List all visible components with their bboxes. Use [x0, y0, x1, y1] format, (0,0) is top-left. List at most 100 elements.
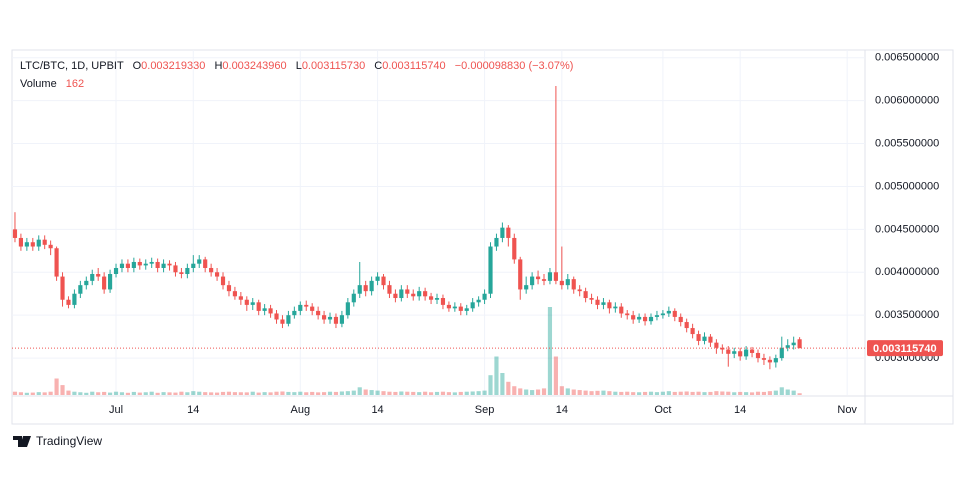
candle-body	[48, 244, 53, 249]
candle-body	[696, 334, 701, 341]
candle-body	[72, 293, 77, 305]
candle-body	[761, 358, 767, 360]
candle-body	[417, 291, 422, 297]
volume-bar	[660, 391, 665, 395]
volume-bar	[749, 392, 755, 395]
candle-body	[720, 347, 725, 350]
candle-body	[405, 289, 410, 294]
chart-frame	[11, 49, 954, 425]
l-value: 0.003115730	[302, 60, 365, 72]
candle-body	[411, 293, 416, 297]
volume-bar	[476, 391, 481, 395]
candle-body	[708, 336, 713, 343]
volume-bar	[488, 375, 493, 395]
candle-body	[66, 299, 71, 305]
candle-body	[672, 310, 677, 317]
symbol: LTC/BTC, 1D, UPBIT	[20, 60, 124, 72]
volume-bar	[179, 391, 184, 395]
volume-bar	[452, 392, 457, 395]
volume-bar	[773, 390, 778, 395]
volume-bar	[24, 392, 29, 395]
candle-body	[298, 304, 303, 311]
legend-line: LTC/BTC, 1D, UPBIT O0.003219330 H0.00324…	[20, 60, 573, 72]
volume-bar	[791, 390, 796, 395]
volume-bar	[226, 391, 232, 395]
volume-bar	[137, 392, 142, 395]
volume-bar	[250, 391, 255, 395]
candle-body	[535, 276, 541, 280]
candle-body	[310, 306, 315, 311]
volume-bar	[84, 392, 89, 395]
volume-bar	[405, 391, 410, 395]
candle-body	[565, 279, 570, 286]
y-tick-label: 0.004000000	[875, 266, 939, 278]
candle-body	[268, 308, 273, 314]
volume-bar	[298, 391, 303, 395]
volume-bar	[530, 390, 535, 395]
volume-bar	[666, 391, 671, 395]
volume-bar	[423, 391, 428, 395]
logo: TradingView	[13, 434, 102, 448]
candle-body	[214, 272, 220, 277]
volume-bar	[333, 391, 339, 395]
candle-body	[452, 306, 457, 309]
candle-body	[179, 272, 184, 274]
candle-body	[226, 285, 232, 292]
candle-body	[631, 315, 636, 320]
candle-body	[78, 285, 83, 294]
candle-body	[428, 296, 434, 300]
candle-body	[357, 285, 362, 294]
x-tick-label: Nov	[837, 404, 857, 416]
candle-body	[280, 319, 285, 324]
volume-bar	[785, 389, 790, 395]
volume-bar	[559, 386, 564, 395]
candle-body	[625, 313, 630, 316]
candle-body	[102, 276, 107, 290]
y-tick-label: 0.004500000	[875, 223, 939, 235]
volume-bar	[589, 391, 594, 395]
volume-bar	[125, 392, 130, 395]
candle-body	[601, 302, 606, 305]
volume-bar	[761, 391, 767, 395]
candle-body	[339, 315, 344, 324]
candle-body	[773, 358, 778, 363]
x-tick-label: Oct	[654, 404, 671, 416]
volume-bar	[506, 381, 511, 395]
volume-bar	[428, 392, 434, 395]
volume-bar	[637, 392, 642, 395]
volume-bar	[18, 392, 23, 395]
volume-bar	[220, 391, 226, 395]
volume-bar	[571, 389, 576, 395]
candle-body	[399, 289, 404, 299]
candle-body	[583, 291, 588, 299]
volume-value: 162	[66, 78, 84, 90]
candle-body	[524, 285, 529, 290]
candle-body	[506, 227, 511, 238]
o-label: O	[133, 60, 142, 72]
volume-bar	[458, 391, 463, 395]
volume-bar	[351, 390, 356, 395]
h-value: 0.003243960	[222, 60, 286, 72]
candle-body	[446, 304, 451, 309]
logo-mark	[13, 436, 31, 447]
volume-bar	[440, 391, 446, 395]
volume-bar	[280, 391, 285, 395]
candle-body	[797, 339, 802, 349]
volume-bar	[310, 391, 315, 395]
candle-body	[648, 316, 654, 322]
volume-bar	[286, 391, 291, 395]
candle-body	[369, 280, 374, 292]
volume-bar	[755, 391, 761, 395]
candle-body	[316, 310, 321, 316]
candle-body	[321, 315, 327, 320]
volume-bar	[197, 391, 202, 395]
volume-bar	[119, 392, 125, 395]
volume-bar	[387, 391, 392, 395]
candle-body	[232, 291, 237, 297]
candle-body	[500, 227, 505, 238]
candle-body	[137, 261, 142, 266]
candle-body	[149, 261, 154, 264]
candle-body	[387, 285, 392, 294]
candle-body	[333, 316, 339, 324]
x-tick-label: 14	[371, 404, 383, 416]
